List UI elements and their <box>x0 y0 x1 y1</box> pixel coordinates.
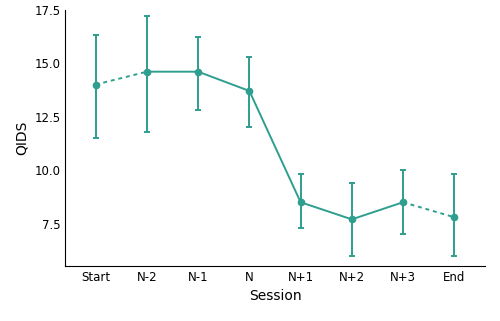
Y-axis label: QIDS: QIDS <box>15 121 29 155</box>
X-axis label: Session: Session <box>248 289 302 303</box>
